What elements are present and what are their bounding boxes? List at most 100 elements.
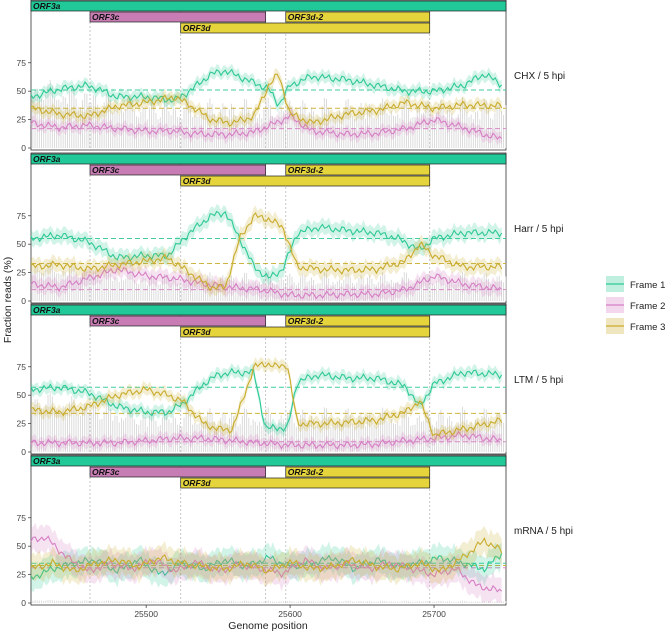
coverage-bar <box>272 601 273 603</box>
coverage-bar <box>144 601 146 603</box>
coverage-bar <box>464 600 466 603</box>
orf-box-orf3c <box>89 11 266 23</box>
coverage-bar <box>183 601 185 603</box>
coverage-bar <box>224 414 226 452</box>
coverage-bar <box>317 601 319 603</box>
coverage-bar <box>133 601 135 603</box>
coverage-bar <box>233 601 235 603</box>
orf-box-orf3a <box>30 304 507 316</box>
coverage-bar <box>500 419 502 452</box>
coverage-bar <box>369 275 371 301</box>
coverage-bar <box>105 403 107 452</box>
coverage-bar <box>51 396 53 452</box>
coverage-bar <box>244 98 245 148</box>
coverage-bar <box>321 276 323 301</box>
coverage-bar <box>412 117 414 148</box>
coverage-bar <box>118 601 120 603</box>
coverage-bar <box>218 601 220 603</box>
coverage-bar <box>289 273 291 301</box>
coverage-bar <box>302 273 304 301</box>
coverage-bar <box>69 401 71 452</box>
coverage-bar <box>54 271 55 301</box>
coverage-bar <box>302 409 304 452</box>
coverage-bar <box>54 600 55 603</box>
series-line-frame-1 <box>30 367 503 433</box>
coverage-bar <box>168 601 170 603</box>
coverage-bar <box>164 273 166 301</box>
coverage-bar <box>38 600 40 603</box>
orf-label: ORF3c <box>92 165 120 175</box>
coverage-bar <box>319 283 321 301</box>
coverage-bar <box>108 600 109 603</box>
coverage-bar <box>164 101 166 148</box>
coverage-bar <box>485 409 487 452</box>
coverage-bar <box>477 111 479 148</box>
coverage-bar <box>483 272 485 301</box>
coverage-bar <box>159 283 161 301</box>
coverage-bar <box>92 600 94 603</box>
coverage-bar <box>95 271 96 301</box>
coverage-bar <box>321 106 323 148</box>
coverage-bar <box>226 283 228 301</box>
coverage-bar <box>360 412 362 452</box>
y-tick-label: 50 <box>17 86 27 96</box>
coverage-bar <box>494 601 496 603</box>
coverage-bar <box>256 284 258 301</box>
coverage-bar <box>164 600 166 603</box>
coverage-bar <box>362 108 364 148</box>
coverage-bar <box>356 423 358 452</box>
coverage-bar <box>349 415 351 452</box>
coverage-bar <box>103 411 105 452</box>
coverage-bar <box>388 422 390 452</box>
coverage-bar <box>187 97 189 148</box>
coverage-bar <box>446 279 448 301</box>
legend: Frame 1 Frame 2 Frame 3 <box>606 276 665 334</box>
coverage-bar <box>114 106 116 148</box>
coverage-bar <box>341 283 343 301</box>
coverage-bar <box>345 273 347 301</box>
coverage-bar <box>393 115 394 148</box>
coverage-bar <box>38 405 40 452</box>
coverage-bar <box>133 111 135 148</box>
coverage-bar <box>140 280 142 301</box>
coverage-bar <box>343 110 345 148</box>
coverage-bar <box>386 112 388 148</box>
coverage-bar <box>103 274 105 301</box>
coverage-bar <box>386 420 388 452</box>
coverage-bar <box>194 282 196 301</box>
coverage-bar <box>263 417 265 452</box>
coverage-bar <box>492 426 494 452</box>
coverage-bar <box>146 284 148 301</box>
orf-box-orf3a <box>30 455 507 467</box>
coverage-bar <box>64 600 66 603</box>
coverage-bar <box>62 600 64 603</box>
coverage-bar <box>382 272 384 301</box>
coverage-bar <box>302 600 304 603</box>
coverage-bar <box>205 601 207 603</box>
coverage-bar <box>99 601 101 603</box>
coverage-bar <box>267 271 269 301</box>
coverage-bar <box>377 114 379 148</box>
coverage-bar <box>414 283 416 301</box>
coverage-bar <box>412 424 414 452</box>
coverage-bar <box>207 274 209 301</box>
coverage-bar <box>410 118 412 148</box>
coverage-bar <box>146 601 148 603</box>
coverage-bar <box>105 269 107 301</box>
panel-3: ORF3a ORF3c ORF3d-2 ORF3d 0 25 50 75 mRNA / 5 hp… <box>17 454 573 608</box>
coverage-bar <box>429 108 431 148</box>
orf-box-orf3d-2 <box>285 466 431 478</box>
coverage-bar <box>120 601 122 603</box>
coverage-bar <box>118 282 120 301</box>
orf-label: ORF3d-2 <box>288 467 324 477</box>
x-tick-label: 25700 <box>422 609 446 619</box>
coverage-bar <box>127 98 129 148</box>
coverage-bar <box>498 103 500 148</box>
coverage-bar <box>205 114 207 148</box>
coverage-bar <box>304 412 306 452</box>
coverage-bar <box>341 424 343 452</box>
coverage-bar <box>244 272 245 301</box>
coverage-bar <box>278 419 280 452</box>
coverage-bar <box>278 111 280 148</box>
coverage-bar <box>291 106 293 148</box>
